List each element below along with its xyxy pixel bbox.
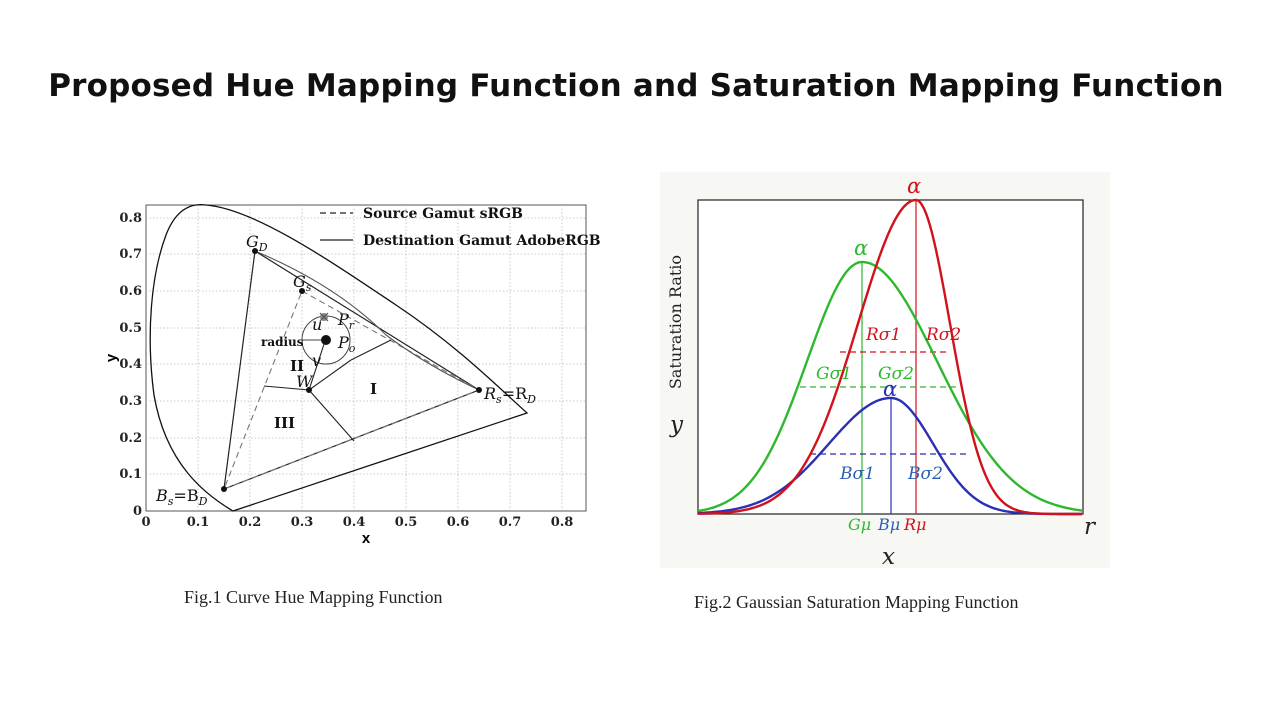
plot-frame xyxy=(145,204,587,512)
spectral-locus xyxy=(149,203,529,512)
point-pr-marker xyxy=(319,312,329,322)
hue-mapping-curve xyxy=(254,250,480,391)
label-u: u xyxy=(312,315,322,334)
region-3: III xyxy=(274,414,295,432)
gaussian-plot: α α α Rσ1 Rσ2 Gσ1 Gσ2 Bσ1 Bσ2 Gμ Bμ Rμ y… xyxy=(666,174,1097,570)
label-v: v xyxy=(312,351,321,370)
x-axis-label: x xyxy=(362,530,371,547)
point-r xyxy=(476,387,482,393)
x-tick: 0 xyxy=(141,515,150,530)
y-tick: 0.5 xyxy=(119,321,142,336)
x-tick: 0.6 xyxy=(447,515,470,530)
blue-sigma2: Bσ2 xyxy=(907,464,943,484)
green-gaussian-curve xyxy=(697,260,1083,513)
y-axis-label: y xyxy=(103,353,120,362)
x-tick-labels: 0 0.1 0.2 0.3 0.4 0.5 0.6 0.7 0.8 xyxy=(141,515,573,530)
point-b xyxy=(221,486,227,492)
point-w xyxy=(306,387,312,393)
red-mu: Rμ xyxy=(903,515,926,534)
r-label: r xyxy=(1084,514,1097,540)
saturation-ratio-label: Saturation Ratio xyxy=(666,255,685,389)
fig2-caption: Fig.2 Gaussian Saturation Mapping Functi… xyxy=(694,592,1019,612)
saturation-mapping-figure: α α α Rσ1 Rσ2 Gσ1 Gσ2 Bσ1 Bσ2 Gμ Bμ Rμ y… xyxy=(660,172,1110,570)
label-po: Po xyxy=(337,333,356,355)
label-w: W xyxy=(296,372,314,391)
y-tick: 0.7 xyxy=(119,247,142,262)
y-tick-labels: 0 0.1 0.2 0.3 0.4 0.5 0.6 0.7 0.8 xyxy=(119,211,142,519)
blue-mu: Bμ xyxy=(877,515,900,534)
label-bs-bd: Bs=BD xyxy=(155,486,208,508)
point-gd xyxy=(252,248,258,254)
blue-sigma1: Bσ1 xyxy=(839,464,875,484)
red-alpha: α xyxy=(907,174,921,198)
grid xyxy=(146,205,586,511)
hue-mapping-figure: 0 0.1 0.2 0.3 0.4 0.5 0.6 0.7 0.8 0 0.1 … xyxy=(96,195,616,555)
y-tick: 0.2 xyxy=(119,431,142,446)
x-tick: 0.3 xyxy=(291,515,314,530)
y-tick: 0.6 xyxy=(119,284,142,299)
red-gaussian-curve xyxy=(698,198,1082,516)
label-gs: Gs xyxy=(293,272,312,294)
y-tick: 0.4 xyxy=(119,357,142,372)
slide-title: Proposed Hue Mapping Function and Satura… xyxy=(48,68,1224,104)
y-tick: 0 xyxy=(133,504,142,519)
destination-gamut xyxy=(223,249,481,490)
label-pr: Pr xyxy=(337,310,355,332)
blue-gaussian-curve xyxy=(697,396,1082,516)
legend: Source Gamut sRGB Destination Gamut Adob… xyxy=(320,206,601,249)
legend-source: Source Gamut sRGB xyxy=(363,206,523,222)
region-boundaries xyxy=(263,337,392,442)
green-mu: Gμ xyxy=(848,515,871,534)
green-sigma2: Gσ2 xyxy=(878,364,914,384)
y-tick: 0.3 xyxy=(119,394,142,409)
x-tick: 0.7 xyxy=(499,515,522,530)
fig1-caption: Fig.1 Curve Hue Mapping Function xyxy=(184,587,443,607)
red-sigma2: Rσ2 xyxy=(925,325,961,345)
point-po xyxy=(321,335,331,345)
y-tick: 0.8 xyxy=(119,211,142,226)
x-axis-letter: x xyxy=(882,544,895,568)
x-tick: 0.1 xyxy=(187,515,210,530)
region-1: I xyxy=(370,380,377,398)
red-sigma1: Rσ1 xyxy=(865,325,901,345)
green-sigma1: Gσ1 xyxy=(816,364,852,384)
cie-chromaticity-diagram: 0 0.1 0.2 0.3 0.4 0.5 0.6 0.7 0.8 0 0.1 … xyxy=(103,203,601,547)
x-tick: 0.5 xyxy=(395,515,418,530)
x-tick: 0.4 xyxy=(343,515,366,530)
x-tick: 0.2 xyxy=(239,515,262,530)
label-rs-rd: Rs=RD xyxy=(483,384,536,406)
x-tick: 0.8 xyxy=(551,515,574,530)
label-gd: GD xyxy=(246,232,268,254)
point-gs xyxy=(299,288,305,294)
label-radius: radius xyxy=(261,335,304,349)
y-axis-letter: y xyxy=(669,412,684,438)
y-tick: 0.1 xyxy=(119,467,142,482)
green-alpha: α xyxy=(854,236,868,260)
blue-alpha: α xyxy=(883,377,897,401)
legend-destination: Destination Gamut AdobeRGB xyxy=(363,233,601,249)
region-2: II xyxy=(290,357,304,375)
